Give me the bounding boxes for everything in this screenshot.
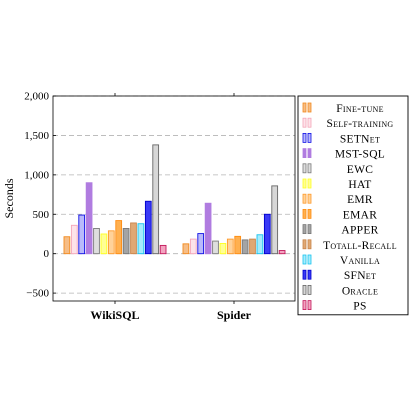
legend-swatch	[307, 193, 312, 204]
legend-swatch	[307, 254, 312, 265]
bar	[234, 235, 242, 255]
legend-swatch	[302, 178, 307, 189]
axes: −500 0 500 1,000 1,500 2,000 WikiSQL Spider	[24, 91, 251, 323]
legend-label: HAT	[348, 179, 371, 191]
bar	[212, 240, 219, 255]
y-tick-label: 1,500	[24, 130, 49, 142]
bar	[189, 238, 197, 255]
legend-swatch	[307, 269, 312, 280]
plot-frame	[52, 95, 296, 302]
bar	[93, 228, 100, 255]
legend-label: Vanilla	[340, 255, 380, 267]
legend: Fine-tune Self-training SETNet MST-SQL EWC HA…	[297, 95, 409, 316]
bar	[219, 242, 227, 255]
bar	[100, 233, 108, 255]
legend-swatch	[307, 148, 312, 159]
legend-swatch	[302, 300, 307, 311]
y-tick-label: −500	[26, 288, 49, 300]
bar	[226, 238, 234, 255]
legend-swatch	[307, 117, 312, 128]
legend-swatch	[302, 284, 307, 295]
legend-label: Self-training	[326, 118, 393, 130]
legend-swatch	[302, 163, 307, 174]
bar	[271, 185, 279, 255]
legend-label: Fine-tune	[336, 103, 384, 115]
bar	[182, 243, 190, 255]
legend-label: Oracle	[342, 285, 378, 297]
legend-swatch	[307, 163, 312, 174]
x-category-label: Spider	[217, 308, 252, 322]
legend-swatch	[307, 239, 312, 250]
bar	[256, 234, 264, 255]
bar	[122, 228, 130, 255]
bar	[78, 214, 86, 255]
legend-label: PS	[353, 301, 366, 313]
legend-swatch	[302, 224, 307, 235]
legend-swatch	[302, 239, 307, 250]
legend-label: MST-SQL	[335, 149, 385, 161]
bar	[137, 223, 145, 255]
bar	[204, 202, 212, 255]
legend-label: SETNet	[340, 133, 380, 145]
bar	[130, 222, 137, 255]
legend-label: EMR	[347, 194, 373, 206]
bar	[159, 244, 167, 255]
bar	[249, 238, 256, 255]
bar	[241, 239, 249, 255]
bar	[63, 236, 71, 255]
legend-swatch	[302, 254, 307, 265]
legend-label: Totall-Recall	[323, 240, 397, 252]
bar	[152, 144, 160, 255]
y-tick-label: 0	[44, 248, 50, 260]
bar	[85, 182, 93, 255]
legend-swatch	[302, 132, 307, 143]
legend-swatch	[307, 102, 312, 113]
legend-label: SFNet	[344, 270, 376, 282]
legend-swatch	[302, 208, 307, 219]
legend-swatch	[302, 102, 307, 113]
bar	[197, 233, 205, 255]
y-tick-label: 1,000	[24, 169, 49, 181]
y-tick-label: 500	[33, 209, 50, 221]
y-tick-label: 2,000	[24, 91, 49, 103]
legend-box	[297, 95, 409, 316]
legend-swatch	[307, 178, 312, 189]
bar	[107, 230, 115, 255]
x-category-label: WikiSQL	[90, 308, 139, 322]
legend-swatch	[302, 117, 307, 128]
bar	[278, 250, 286, 255]
legend-swatch	[307, 284, 312, 295]
legend-swatch	[302, 269, 307, 280]
bar	[263, 213, 271, 255]
legend-label: EWC	[347, 164, 373, 176]
legend-swatch	[307, 208, 312, 219]
bar	[144, 200, 152, 255]
legend-label: EMAR	[343, 209, 377, 221]
legend-swatch	[302, 148, 307, 159]
bars	[63, 144, 286, 255]
bar	[70, 224, 78, 255]
legend-swatch	[307, 300, 312, 311]
legend-swatch	[307, 132, 312, 143]
legend-label: APPER	[341, 225, 378, 237]
legend-swatch	[302, 193, 307, 204]
legend-swatch	[307, 224, 312, 235]
bar	[115, 220, 123, 255]
y-axis-title: Seconds	[2, 178, 16, 218]
